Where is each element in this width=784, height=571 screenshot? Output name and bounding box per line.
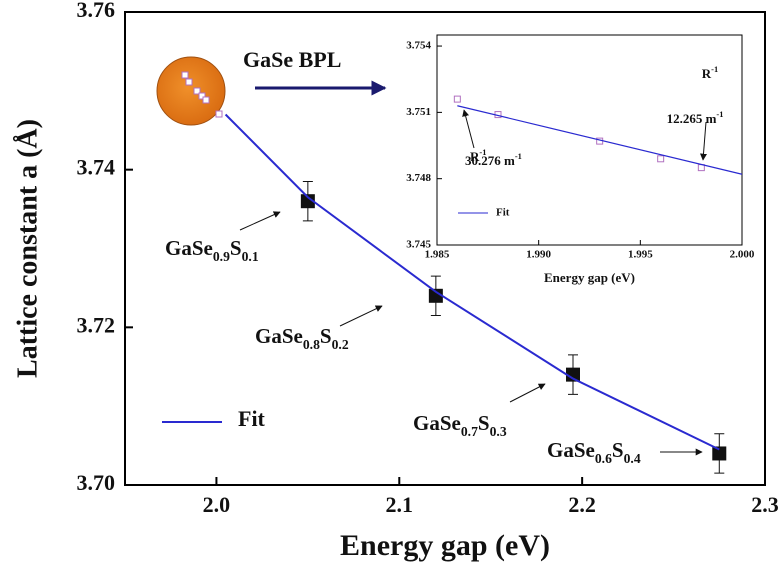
legend-label: Fit	[496, 207, 510, 219]
x-tick-label: 2.000	[730, 249, 755, 261]
fit-line	[224, 113, 720, 451]
label: GaSe0.7S0.3	[413, 411, 507, 439]
label-part: S	[478, 411, 490, 435]
label-part: S	[320, 324, 332, 348]
label-arrow	[462, 109, 475, 149]
plot-frame	[124, 11, 766, 486]
label-part: GaSe	[413, 411, 461, 435]
data-point	[453, 95, 461, 103]
x-axis-label: Energy gap (eV)	[544, 270, 635, 285]
label: 12.265 m-1	[667, 109, 724, 126]
label: GaSe0.6S0.4	[547, 438, 641, 466]
y-tick-label: 3.754	[406, 40, 431, 52]
x-tick-label: 2.2	[568, 492, 596, 517]
legend-label: Fit	[238, 406, 266, 431]
label-arrow	[509, 383, 546, 403]
label-part: -1	[711, 64, 718, 74]
label-part: S	[230, 236, 242, 260]
label-part: 0.8	[303, 337, 320, 352]
label-part: 0.4	[624, 451, 641, 466]
label-part: 0.6	[595, 451, 612, 466]
label: R-1	[702, 64, 718, 81]
label-part: 0.7	[461, 424, 478, 439]
label-part: 0.9	[213, 249, 230, 264]
data-point	[712, 446, 727, 461]
annotation: GaSe BPL	[243, 47, 341, 72]
label-part: R	[702, 66, 712, 81]
label-arrow	[700, 121, 707, 161]
x-tick-label: 2.0	[203, 492, 231, 517]
label: GaSe0.8S0.2	[255, 324, 349, 352]
label: GaSe0.9S0.1	[165, 236, 259, 264]
y-tick-label: 3.751	[406, 106, 431, 118]
label-part: 0.1	[242, 249, 259, 264]
label-arrow	[239, 211, 281, 231]
x-tick-label: 2.3	[751, 492, 779, 517]
x-axis-label: Energy gap (eV)	[340, 529, 550, 562]
label-part: S	[612, 438, 624, 462]
data-point	[657, 155, 665, 163]
magnified-points	[181, 71, 223, 118]
label-part: R	[470, 149, 480, 164]
fit-line	[457, 105, 743, 175]
y-axis-label: Lattice constant a (Å)	[12, 119, 43, 378]
label: R-1	[470, 147, 486, 164]
label-part: GaSe	[255, 324, 303, 348]
label-part: -1	[479, 147, 486, 157]
y-tick-label: 3.745	[406, 239, 431, 251]
label-arrow	[339, 305, 383, 327]
x-tick-label: 1.990	[526, 249, 551, 261]
label: 30.276 m-1	[465, 151, 522, 168]
y-tick-label: 3.76	[77, 0, 116, 22]
label-part: -1	[716, 109, 723, 119]
magnifier	[156, 56, 226, 126]
label-part: 12.265 m	[667, 111, 717, 126]
x-tick-label: 1.985	[425, 249, 450, 261]
label-part: GaSe	[547, 438, 595, 462]
label-part: -1	[515, 151, 522, 161]
inset-frame	[436, 34, 743, 246]
x-tick-label: 2.1	[386, 492, 414, 517]
label-part: 0.3	[490, 424, 507, 439]
label-part: 30.276 m	[465, 153, 515, 168]
y-tick-label: 3.748	[406, 172, 431, 184]
label-part: GaSe	[165, 236, 213, 260]
y-tick-label: 3.70	[77, 470, 116, 495]
label-part: 0.2	[332, 337, 349, 352]
x-tick-label: 1.995	[628, 249, 653, 261]
y-tick-label: 3.72	[77, 312, 116, 337]
y-tick-label: 3.74	[77, 155, 116, 180]
